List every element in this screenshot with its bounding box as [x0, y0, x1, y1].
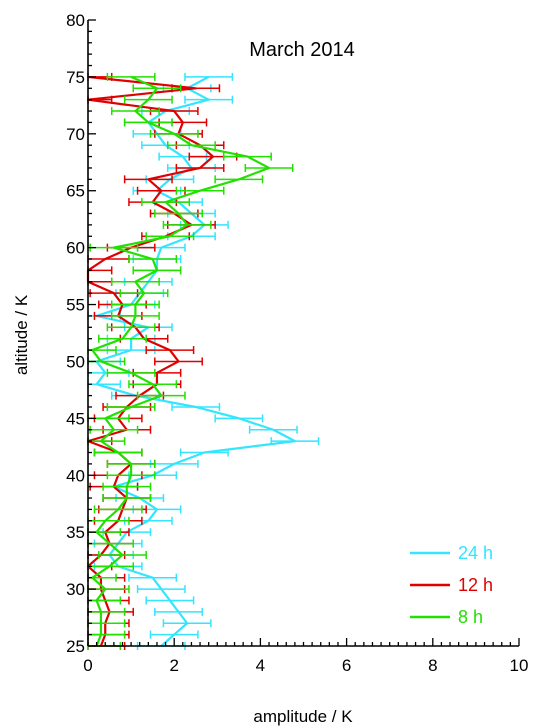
- x-tick-label: 6: [342, 656, 351, 675]
- y-tick-label: 40: [66, 466, 85, 485]
- y-tick-label: 55: [66, 296, 85, 315]
- series-2: [87, 72, 294, 650]
- x-tick-label: 2: [169, 656, 178, 675]
- y-tick-label: 60: [66, 239, 85, 258]
- y-tick-label: 30: [66, 580, 85, 599]
- y-tick-label: 50: [66, 352, 85, 371]
- x-tick-label: 4: [256, 656, 265, 675]
- y-tick-label: 25: [66, 637, 85, 656]
- legend: 24 h 12 h 8 h: [410, 543, 493, 627]
- series-line: [86, 75, 215, 647]
- y-tick-label: 75: [66, 68, 85, 87]
- y-tick-label: 80: [66, 11, 85, 30]
- y-tick-label: 65: [66, 182, 85, 201]
- plot-series: [86, 72, 320, 650]
- y-tick-label: 45: [66, 409, 85, 428]
- series-line: [91, 75, 271, 647]
- chart-title: March 2014: [249, 39, 355, 61]
- legend-label: 8 h: [458, 607, 483, 627]
- axes: [87, 19, 520, 647]
- legend-label: 24 h: [458, 543, 493, 563]
- tick-labels: 25 30 35 40 45 50 55 60 65 70 75 80 0 2 4 6 8 10: [66, 11, 528, 675]
- x-axis-title: amplitude / K: [253, 707, 353, 726]
- y-tick-label: 35: [66, 523, 85, 542]
- x-tick-label: 0: [83, 656, 92, 675]
- x-tick-label: 10: [510, 656, 529, 675]
- legend-label: 12 h: [458, 575, 493, 595]
- x-tick-label: 8: [428, 656, 437, 675]
- y-axis-title: altitude / K: [12, 294, 31, 375]
- y-tick-label: 70: [66, 125, 85, 144]
